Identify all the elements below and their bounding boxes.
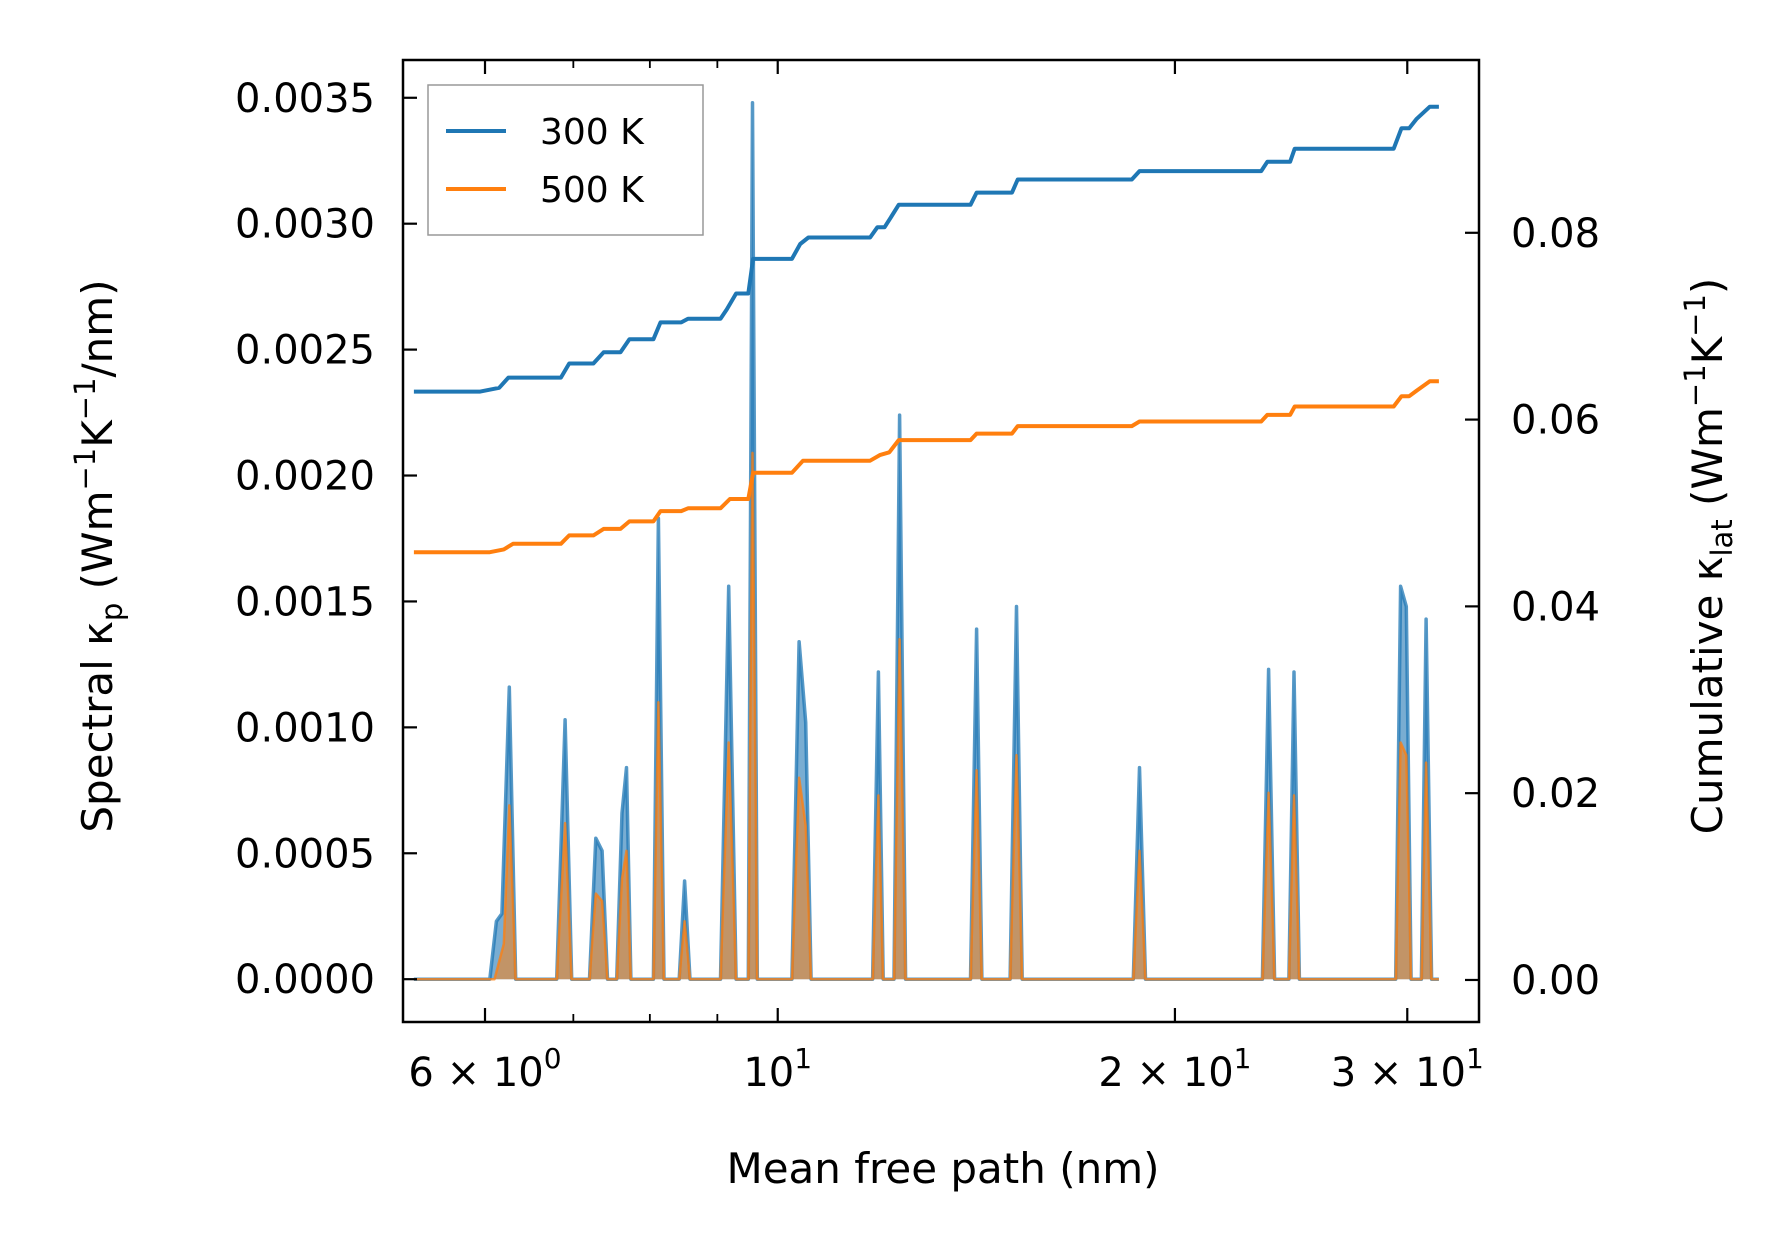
y-tick-label: 0.0005 [235, 831, 375, 877]
plot-frame [401, 58, 1481, 1024]
y2-tick-label: 0.06 [1511, 398, 1600, 444]
y2-axis-title-units: (Wm [1683, 407, 1732, 519]
y2-tick-label: 0.04 [1511, 584, 1600, 630]
legend: 300 K 500 K [427, 84, 704, 236]
y-axis-title-superscript: −1 [68, 448, 102, 491]
y2-axis-title-units: K [1683, 335, 1732, 364]
x-tick-base: 10 [493, 1050, 544, 1096]
y-axis-title-superscript: −1 [68, 377, 102, 420]
spectral-fill-layer [413, 101, 1439, 981]
x-axis-title: Mean free path (nm) [726, 1144, 1159, 1193]
y-axis-title-units: /nm) [73, 279, 122, 377]
y-axis-title-units: (Wm [73, 491, 122, 603]
x-tick-label: 3 × 101 [1331, 1042, 1484, 1096]
y-axis-title-group: Spectral κp (Wm−1K−1/nm) [68, 279, 129, 832]
y2-tick-label: 0.00 [1511, 958, 1600, 1004]
x-tick-label: 101 [743, 1042, 812, 1096]
y2-axis-title: Cumulative κlat (Wm−1K−1) [1678, 278, 1739, 835]
legend-label: 300 K [540, 112, 645, 153]
x-tick-base: 10 [1415, 1050, 1466, 1096]
y-tick-label: 0.0015 [235, 579, 375, 625]
y2-axis-title-group: Cumulative κlat (Wm−1K−1) [1678, 278, 1739, 835]
legend-label: 500 K [540, 170, 645, 211]
x-tick-base: 10 [1183, 1050, 1234, 1096]
cumulative-line-500k [413, 379, 1439, 555]
x-tick-base: 10 [743, 1050, 794, 1096]
spectral-line-500k [413, 451, 1439, 981]
x-tick-label: 6 × 100 [408, 1042, 561, 1096]
x-tick-exponent: 1 [1466, 1042, 1484, 1075]
y-axis-title-main: Spectral κ [73, 621, 122, 833]
y-tick-label: 0.0025 [235, 328, 375, 374]
y2-axis-title-main: Cumulative κ [1683, 557, 1732, 835]
y2-axis-title-subscript: lat [1705, 519, 1739, 556]
y-axis-title-units: K [73, 419, 122, 448]
x-tick-label: 2 × 101 [1098, 1042, 1251, 1096]
x-tick-mantissa: 2 × [1098, 1050, 1182, 1096]
y-tick-label: 0.0000 [235, 957, 375, 1003]
x-tick-exponent: 0 [544, 1042, 562, 1075]
x-tick-exponent: 1 [794, 1042, 812, 1075]
x-tick-mantissa: 6 × [408, 1050, 492, 1096]
x-tick-mantissa: 3 × [1331, 1050, 1415, 1096]
cumulative-line-300k [413, 104, 1439, 394]
axes-layer: 6 × 100 101 2 × 101 3 × 1010.00000.00050.00… [68, 58, 1739, 1193]
y-tick-label: 0.0010 [235, 705, 375, 751]
y2-axis-title-units: ) [1683, 278, 1732, 294]
y-axis-title: Spectral κp (Wm−1K−1/nm) [68, 279, 129, 832]
cumulative-line-layer [413, 104, 1439, 555]
y2-tick-label: 0.08 [1511, 211, 1600, 257]
y2-tick-label: 0.02 [1511, 771, 1600, 817]
y2-axis-title-superscript: −1 [1678, 294, 1712, 337]
x-tick-exponent: 1 [1234, 1042, 1252, 1075]
y-tick-label: 0.0020 [235, 454, 375, 500]
y-tick-label: 0.0030 [235, 202, 375, 248]
y-axis-title-subscript: p [95, 603, 129, 621]
y2-axis-title-superscript: −1 [1678, 364, 1712, 407]
y-tick-label: 0.0035 [235, 76, 375, 122]
legend-box [427, 84, 704, 236]
